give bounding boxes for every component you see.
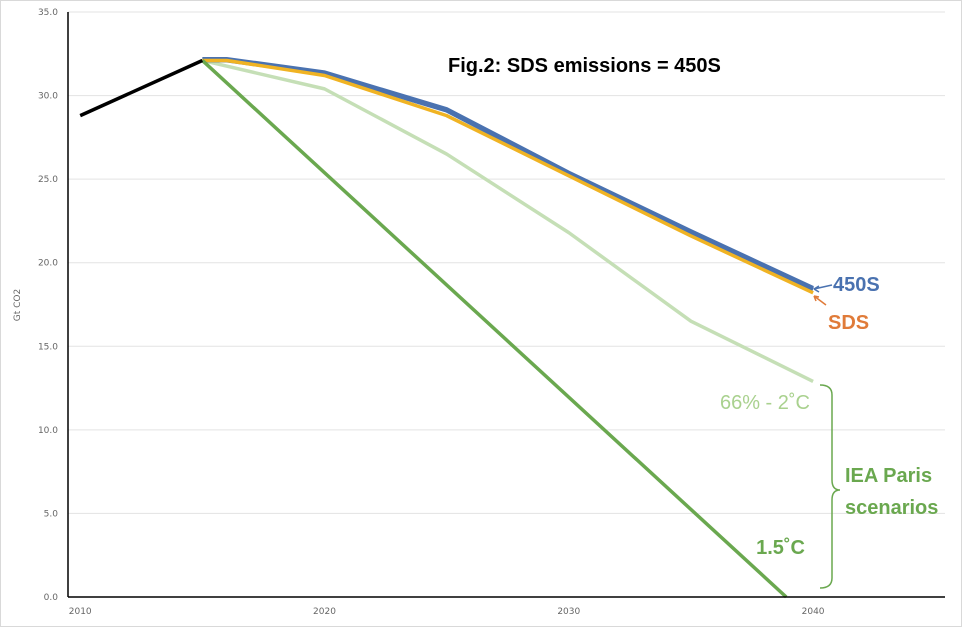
y-tick-label: 35.0 bbox=[38, 8, 58, 18]
series-line-2c bbox=[201, 58, 814, 383]
y-tick-label: 25.0 bbox=[38, 175, 58, 185]
y-tick-label: 10.0 bbox=[38, 426, 58, 436]
series-line-450s-edge bbox=[202, 56, 814, 290]
bracket-label-line2: scenarios bbox=[845, 497, 938, 519]
bracket-label-line1: IEA Paris bbox=[845, 465, 932, 487]
label-450s: 450S bbox=[833, 274, 880, 296]
series-line-sds bbox=[202, 58, 814, 295]
label-1-5c: 1.5˚C bbox=[756, 536, 805, 559]
y-tick-label: 20.0 bbox=[38, 259, 58, 269]
series-line-hist bbox=[79, 58, 204, 118]
y-axis-label: Gt CO2 bbox=[13, 289, 23, 321]
bracket-paris-scenarios bbox=[819, 384, 841, 589]
y-tick-label: 0.0 bbox=[44, 593, 59, 603]
series-line-450s bbox=[202, 58, 814, 292]
series-line-15c bbox=[201, 59, 788, 599]
x-tick-label: 2030 bbox=[557, 607, 580, 617]
chart-title: Fig.2: SDS emissions = 450S bbox=[448, 55, 721, 77]
y-tick-label: 15.0 bbox=[38, 342, 58, 352]
y-tick-label: 30.0 bbox=[38, 92, 58, 102]
arrow-450s bbox=[813, 284, 833, 293]
x-tick-label: 2010 bbox=[69, 607, 92, 617]
arrow-sds bbox=[813, 295, 827, 306]
x-tick-label: 2020 bbox=[313, 607, 336, 617]
label-66pct-2c: 66% - 2˚C bbox=[720, 392, 810, 414]
y-tick-label: 5.0 bbox=[44, 509, 59, 519]
x-tick-label: 2040 bbox=[802, 607, 825, 617]
label-sds: SDS bbox=[828, 312, 869, 334]
